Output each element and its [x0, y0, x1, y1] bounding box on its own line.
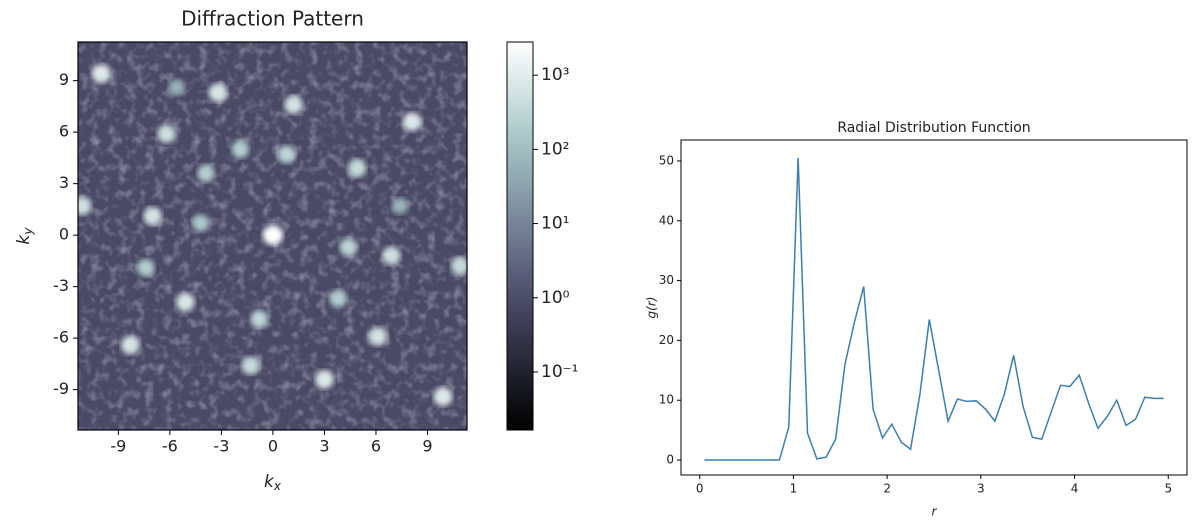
y-axis-label: g(r): [645, 297, 659, 319]
y-tick-label: 20: [659, 333, 674, 347]
y-tick-label: 10: [659, 393, 674, 407]
diffraction-spot: [250, 310, 269, 329]
x-tick-label: -3: [213, 437, 229, 456]
colorbar-tick-label: 10³: [541, 65, 569, 85]
x-tick-label: 5: [1164, 482, 1172, 496]
diffraction-spot: [241, 356, 260, 375]
x-tick-label: 0: [696, 482, 704, 496]
y-tick-label: 9: [59, 70, 69, 89]
diffraction-spot: [143, 207, 162, 226]
plot-frame: [680, 139, 1188, 476]
diffraction-spot: [402, 112, 422, 132]
diffraction-spot: [137, 259, 155, 277]
y-axis-label: ky: [14, 227, 35, 245]
diffraction-spot: [197, 164, 215, 183]
plot-area: [78, 42, 467, 430]
chart-title: Diffraction Pattern: [181, 7, 364, 31]
y-tick-label: 0: [59, 225, 69, 244]
x-tick-label: 0: [268, 437, 278, 456]
colorbar-tick-label: 10⁻¹: [541, 362, 578, 382]
diffraction-spot: [348, 159, 367, 178]
x-tick-label: 4: [1071, 482, 1079, 496]
diffraction-spot: [368, 327, 387, 346]
line: [704, 157, 1164, 461]
x-tick-label: 2: [883, 482, 891, 496]
x-tick-label: -6: [162, 437, 178, 456]
y-tick-label: -3: [53, 276, 69, 295]
chart-title: Radial Distribution Function: [837, 120, 1030, 136]
diffraction-spot: [157, 124, 176, 143]
x-axis-label: kx: [264, 472, 282, 493]
diffraction-spot: [168, 79, 185, 96]
x-tick-label: 1: [790, 482, 798, 496]
colorbar-tick-label: 10⁰: [541, 288, 570, 308]
diffraction-spot: [262, 225, 283, 246]
x-tick-label: 3: [319, 437, 329, 456]
colorbar-tick-label: 10²: [541, 139, 569, 159]
colorbar-tick-label: 10¹: [541, 214, 569, 234]
x-tick-label: 9: [422, 437, 432, 456]
diffraction-spot: [231, 140, 249, 158]
y-tick-label: 40: [659, 213, 674, 227]
diffraction-spot: [78, 196, 92, 216]
diffraction-spot: [277, 145, 296, 164]
colorbar: [506, 41, 534, 431]
diffraction-spot: [433, 387, 453, 406]
diffraction-spot: [284, 95, 303, 114]
y-tick-label: 6: [59, 122, 69, 141]
y-tick-label: -6: [53, 328, 69, 347]
diffraction-spot: [315, 369, 334, 389]
diffraction-spot: [382, 246, 401, 265]
y-tick-label: 3: [59, 173, 69, 192]
diffraction-spot: [329, 289, 347, 308]
y-tick-label: 0: [666, 453, 674, 467]
diffraction-spot: [451, 257, 467, 276]
x-tick-label: 6: [371, 437, 381, 456]
diffraction-spot: [192, 214, 210, 232]
diffraction-spot: [121, 335, 140, 355]
y-tick-label: 50: [659, 153, 674, 167]
y-tick-label: -9: [53, 379, 69, 398]
x-tick-label: 3: [977, 482, 985, 496]
x-tick-label: -9: [110, 437, 126, 456]
diffraction-spot: [176, 292, 195, 312]
diffraction-spot: [208, 83, 228, 102]
x-axis-label: r: [932, 505, 938, 519]
diffraction-spot: [339, 238, 358, 257]
diffraction-spot: [391, 197, 409, 215]
y-tick-label: 30: [659, 273, 674, 287]
diffraction-spot: [91, 64, 111, 84]
